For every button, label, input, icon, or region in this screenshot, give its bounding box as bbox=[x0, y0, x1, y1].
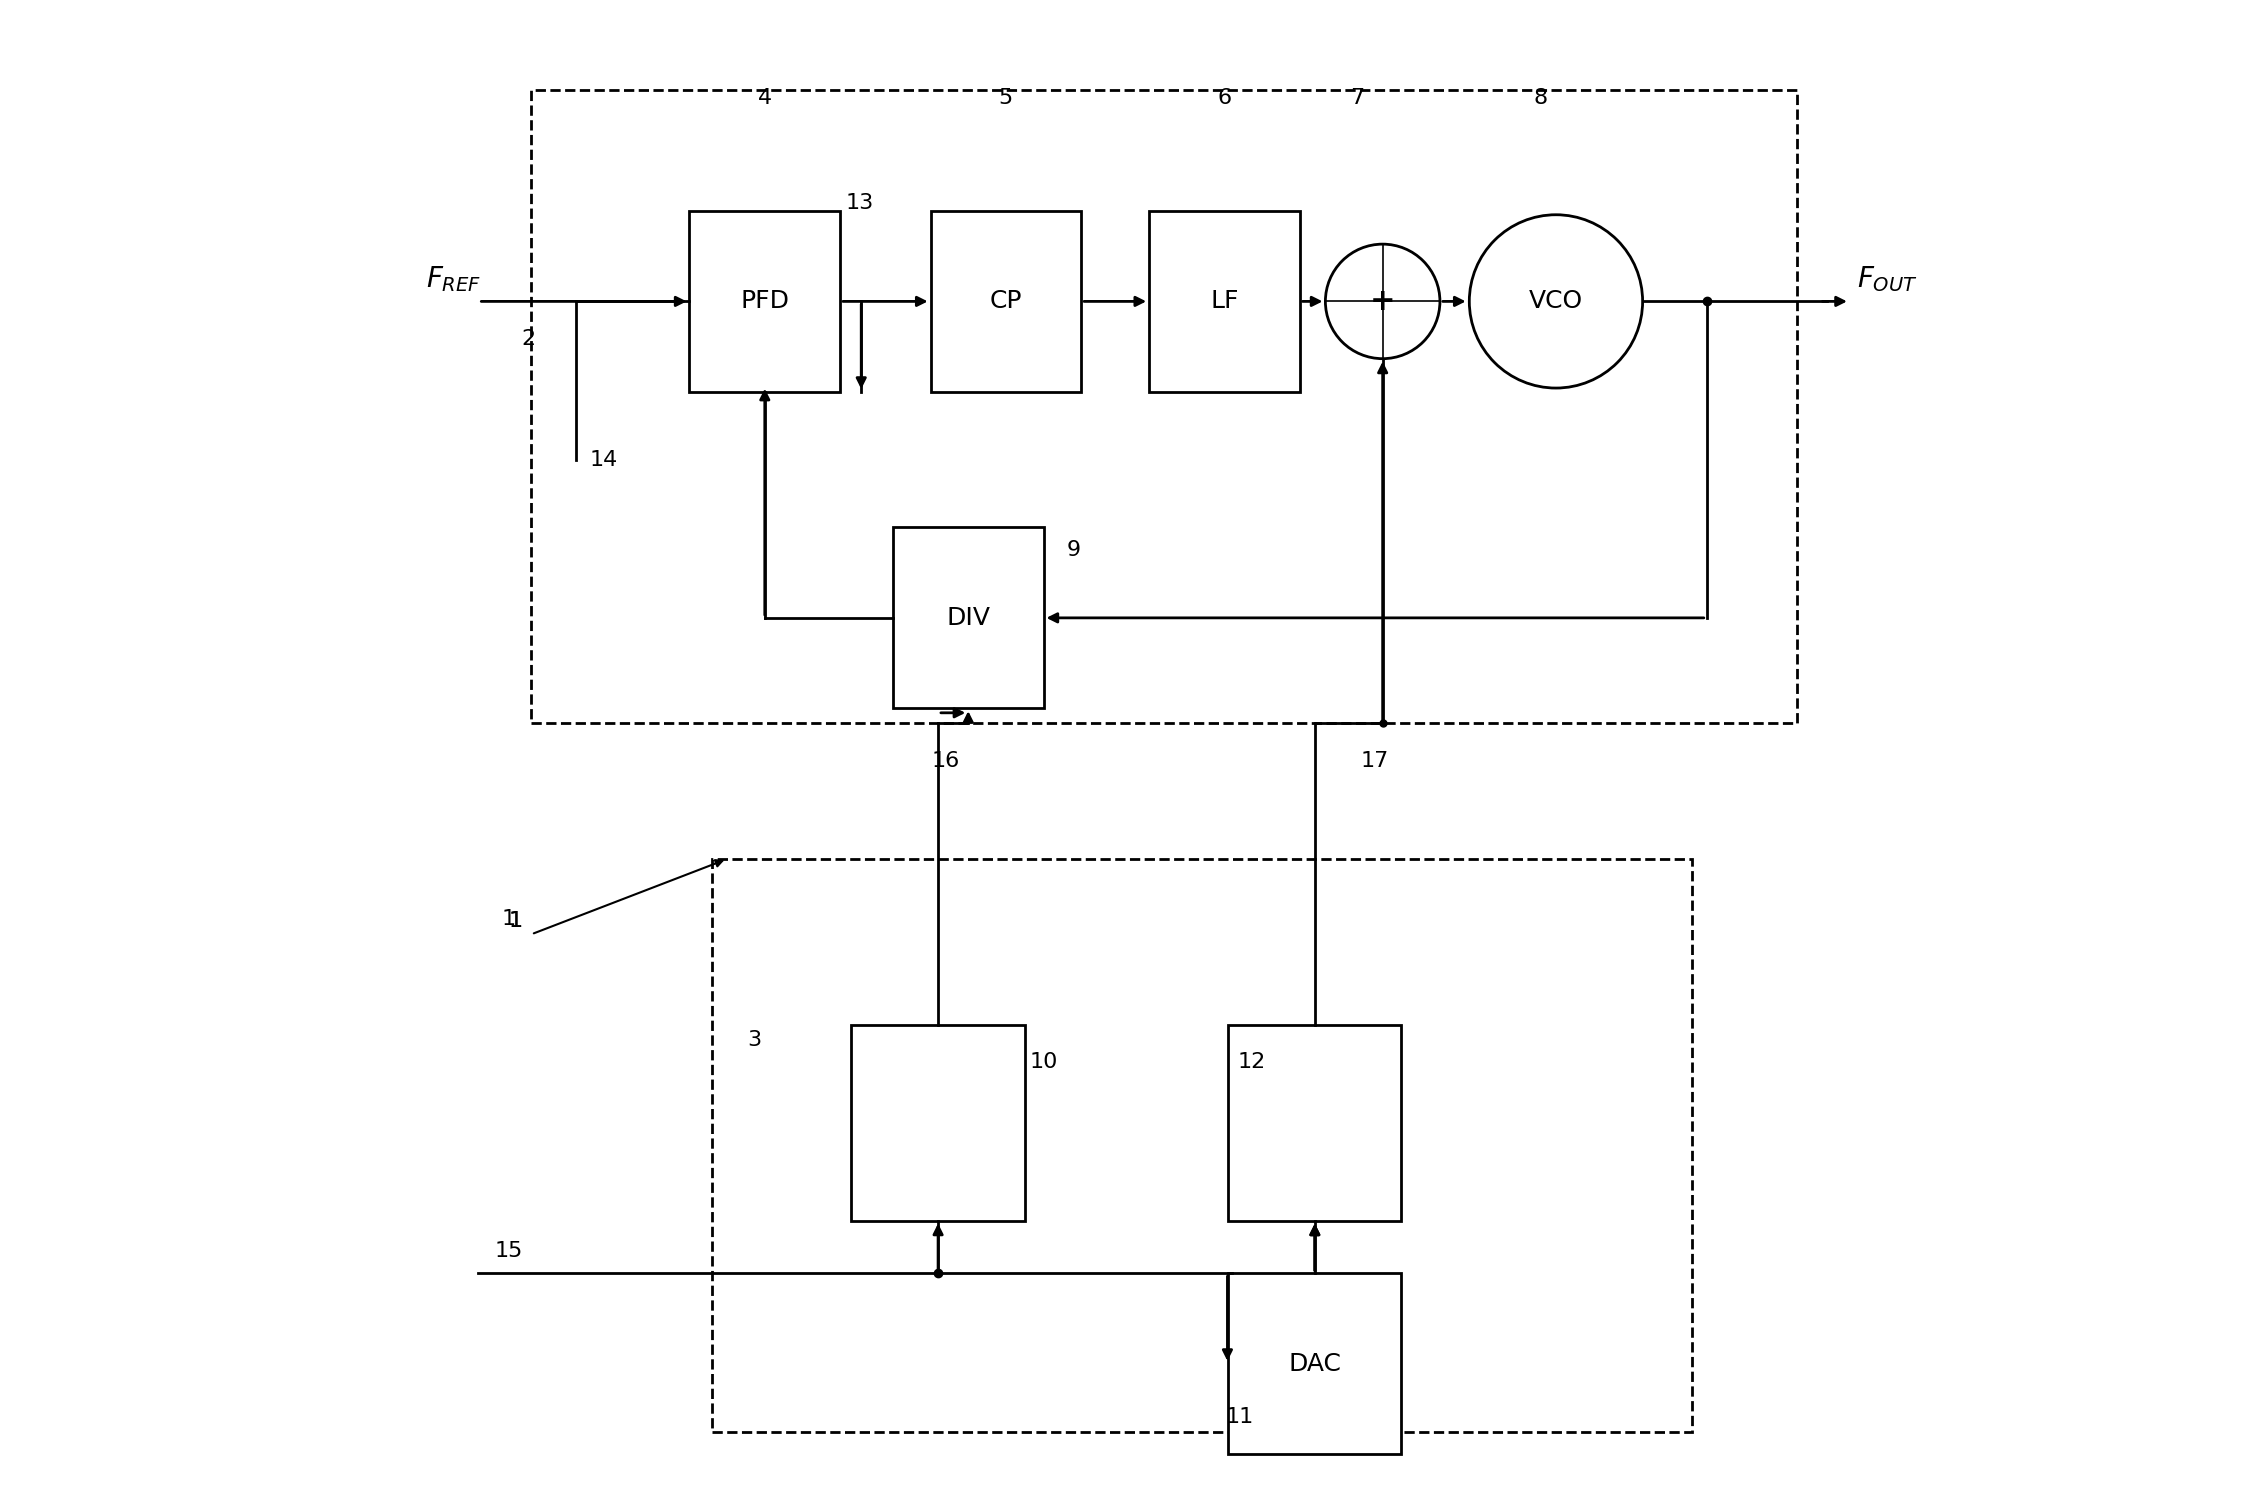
Text: 1: 1 bbox=[501, 909, 515, 930]
Text: PFD: PFD bbox=[739, 289, 789, 313]
Text: 17: 17 bbox=[1361, 750, 1390, 772]
Bar bbox=[850, 1025, 1025, 1221]
Text: 8: 8 bbox=[1533, 87, 1549, 109]
Text: DIV: DIV bbox=[946, 606, 991, 630]
Text: $F_{REF}$: $F_{REF}$ bbox=[426, 264, 481, 294]
Text: 15: 15 bbox=[494, 1240, 524, 1261]
Text: 16: 16 bbox=[932, 750, 959, 772]
Bar bbox=[1229, 1025, 1402, 1221]
Text: 7: 7 bbox=[1349, 87, 1363, 109]
Bar bbox=[1150, 211, 1300, 392]
Text: 1: 1 bbox=[508, 910, 522, 931]
Text: 12: 12 bbox=[1238, 1052, 1266, 1073]
Text: 13: 13 bbox=[846, 193, 873, 214]
Text: LF: LF bbox=[1211, 289, 1238, 313]
Text: 10: 10 bbox=[1030, 1052, 1057, 1073]
Bar bbox=[1229, 1273, 1402, 1454]
Text: 2: 2 bbox=[522, 329, 535, 350]
Bar bbox=[930, 211, 1082, 392]
Text: DAC: DAC bbox=[1288, 1352, 1340, 1376]
Text: 3: 3 bbox=[746, 1029, 762, 1050]
Text: 1: 1 bbox=[508, 910, 522, 931]
Text: 9: 9 bbox=[1066, 540, 1082, 561]
Text: 6: 6 bbox=[1218, 87, 1232, 109]
Text: 14: 14 bbox=[590, 449, 617, 470]
Text: VCO: VCO bbox=[1529, 289, 1583, 313]
Bar bbox=[531, 90, 1796, 723]
Text: 11: 11 bbox=[1225, 1406, 1254, 1427]
Text: 4: 4 bbox=[758, 87, 771, 109]
Circle shape bbox=[1325, 244, 1440, 359]
Text: CP: CP bbox=[989, 289, 1023, 313]
Bar bbox=[712, 859, 1692, 1432]
Text: 5: 5 bbox=[998, 87, 1014, 109]
Text: $F_{OUT}$: $F_{OUT}$ bbox=[1857, 264, 1919, 294]
Circle shape bbox=[1470, 214, 1642, 387]
Bar bbox=[894, 527, 1043, 708]
Bar bbox=[689, 211, 839, 392]
Text: +: + bbox=[1370, 286, 1395, 316]
